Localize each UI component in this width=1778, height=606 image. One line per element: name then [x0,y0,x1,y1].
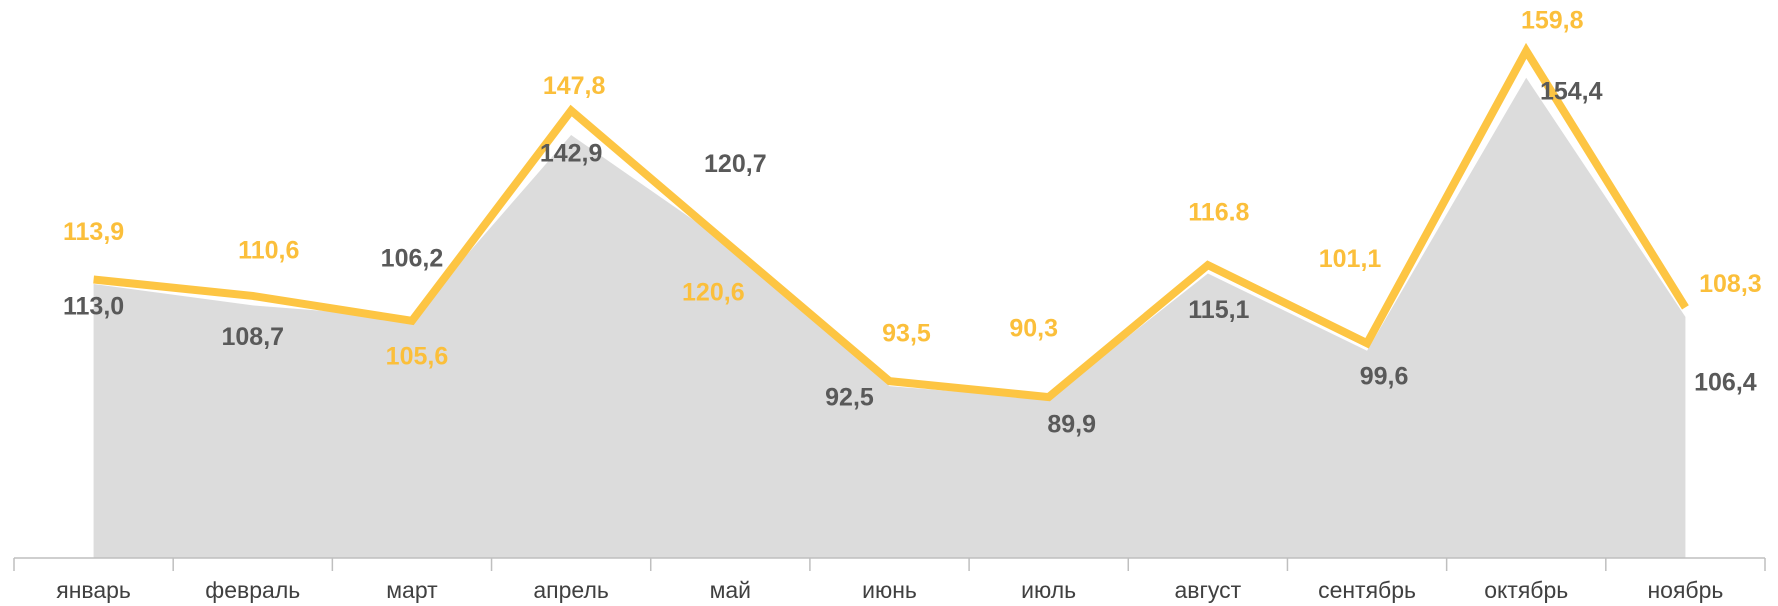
data-label: 93,5 [882,320,931,348]
data-label: 110,6 [238,237,299,265]
x-tick-label: февраль [205,577,300,603]
area [93,77,1686,558]
data-label: 92,5 [825,384,874,412]
data-label: 142,9 [540,140,603,168]
x-tick-label: январь [56,577,131,603]
data-label: 159,8 [1521,6,1584,34]
data-label: 90,3 [1009,315,1058,343]
data-label: 113,0 [63,293,124,321]
x-tick-label: март [386,577,438,603]
data-label: 154,4 [1540,77,1603,105]
data-label: 120,6 [682,279,745,307]
line [93,42,1689,402]
data-label: 106,4 [1694,368,1757,396]
x-tick-label: ноябрь [1647,577,1723,603]
x-tick-label: апрель [533,577,608,603]
x-tick-label: июль [1021,577,1076,603]
x-tick-label: май [710,577,751,603]
data-label: 116.8 [1188,199,1249,227]
data-label: 99,6 [1360,362,1409,390]
data-label: 115,1 [1188,296,1249,324]
data-label: 106,2 [381,244,444,272]
data-label: 113,9 [63,218,124,246]
data-label: 101,1 [1319,245,1382,273]
data-label: 108,3 [1699,270,1762,298]
data-label: 89,9 [1047,411,1096,439]
x-tick-label: август [1175,577,1242,603]
data-label: 147,8 [543,72,606,100]
data-label: 108,7 [221,323,284,351]
data-label: 120,7 [704,150,767,178]
x-tick-label: июнь [862,577,917,603]
data-label: 105,6 [386,342,449,370]
x-tick-label: октябрь [1484,577,1568,603]
x-tick-label: сентябрь [1318,577,1416,603]
